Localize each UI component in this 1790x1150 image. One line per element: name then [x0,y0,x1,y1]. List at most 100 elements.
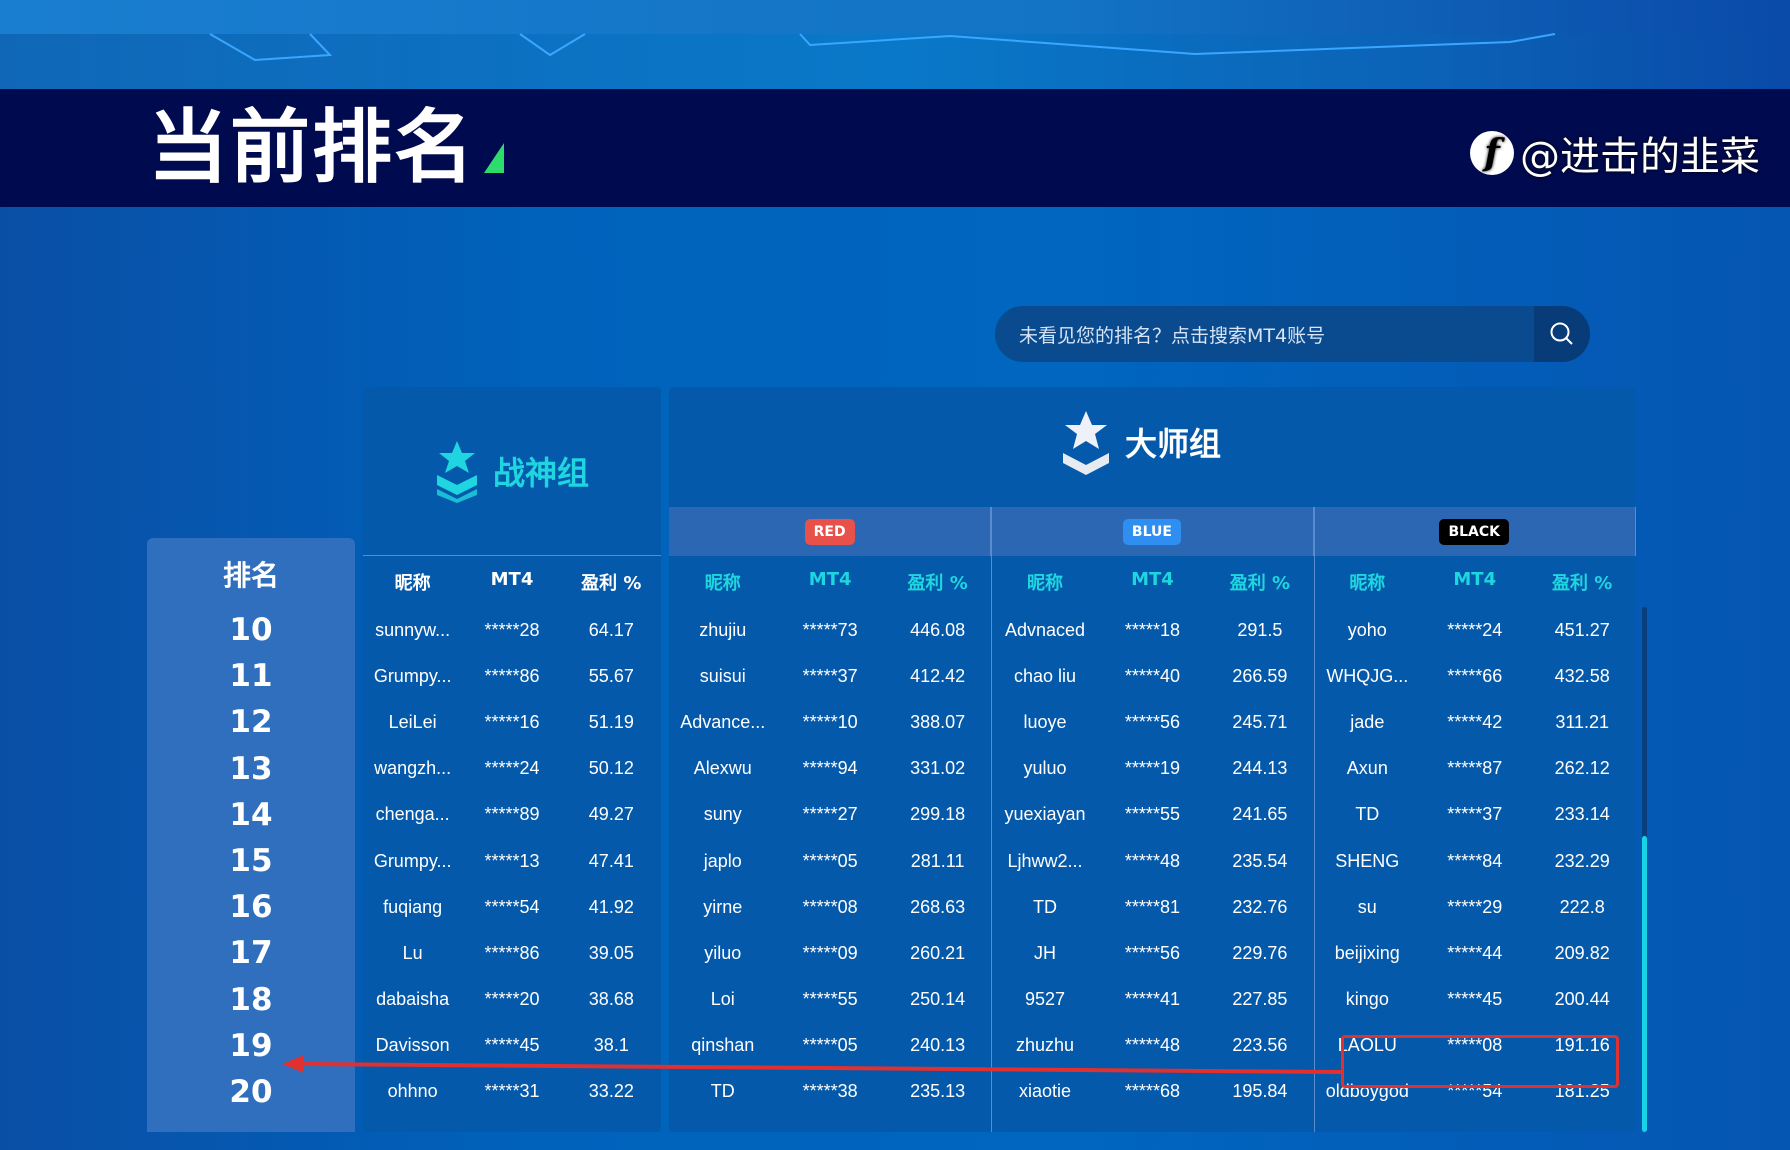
table-row[interactable]: TD *****38 235.13 [669,1069,991,1115]
profit-percent: 432.58 [1554,665,1610,686]
profit-percent: 227.85 [1232,989,1288,1010]
column-header-profit: 盈利 % [1552,573,1613,594]
nickname: suisui [699,665,746,686]
scrollbar[interactable] [1642,607,1647,1132]
profit-percent: 33.22 [588,1081,634,1102]
table-row[interactable]: TD *****37 233.14 [1314,792,1636,838]
profit-percent: 388.07 [910,711,966,732]
profit-percent: 244.13 [1232,758,1288,779]
profit-percent: 260.21 [910,942,966,963]
profit-percent: 232.76 [1232,896,1288,917]
watermark-logo-icon: f [1470,131,1514,175]
profit-percent: 412.42 [910,665,966,686]
table-row[interactable]: chao liu *****40 266.59 [991,653,1313,699]
table-row[interactable]: japlo *****05 281.11 [669,838,991,884]
table-row[interactable]: wangzh... *****24 50.12 [363,746,661,792]
table-row[interactable]: yiluo *****09 260.21 [669,930,991,976]
column-header-mt4: MT4 [1453,569,1497,590]
table-row[interactable]: beijixing *****44 209.82 [1314,930,1636,976]
profit-percent: 241.65 [1232,804,1288,825]
nickname: chao liu [1013,665,1077,686]
table-row[interactable]: Advance... *****10 388.07 [669,699,991,745]
profit-percent: 39.05 [588,942,634,963]
nickname: fuqiang [383,896,443,917]
profit-percent: 291.5 [1237,619,1283,640]
search-button[interactable] [1534,306,1590,362]
table-row[interactable]: zhuzhu *****48 223.56 [991,1023,1313,1069]
mt4-account: *****38 [802,1081,858,1102]
table-row[interactable]: qinshan *****05 240.13 [669,1023,991,1069]
profit-percent: 49.27 [588,804,634,825]
mt4-account: *****87 [1447,758,1503,779]
profit-percent: 55.67 [588,665,634,686]
rank-number: 15 [229,842,273,879]
table-row[interactable]: LAOLU *****08 191.16 [1314,1023,1636,1069]
table-row[interactable]: yuexiayan *****55 241.65 [991,792,1313,838]
table-row[interactable]: WHQJG... *****66 432.58 [1314,653,1636,699]
profit-percent: 191.16 [1554,1035,1610,1056]
team-header-black: BLACK [1313,507,1636,556]
rank-number: 19 [229,1027,273,1064]
table-row[interactable]: jade *****42 311.21 [1314,699,1636,745]
search-bar[interactable]: 未看见您的排名？点击搜索MT4账号 [995,306,1590,362]
table-row[interactable]: TD *****81 232.76 [991,884,1313,930]
table-row[interactable]: Loi *****55 250.14 [669,977,991,1023]
table-row[interactable]: xiaotie *****68 195.84 [991,1069,1313,1115]
nickname: yiluo [704,942,742,963]
profit-percent: 223.56 [1232,1035,1288,1056]
table-row[interactable]: Ljhww2... *****48 235.54 [991,838,1313,884]
nickname: JH [1034,942,1057,963]
table-row[interactable]: suny *****27 299.18 [669,792,991,838]
nickname: Ljhww2... [1007,850,1083,871]
profit-percent: 331.02 [910,758,966,779]
table-row[interactable]: sunnyw... *****28 64.17 [363,607,661,653]
nickname: LeiLei [388,711,437,732]
column-header-mt4: MT4 [808,569,852,590]
table-row[interactable]: Grumpy... *****13 47.41 [363,838,661,884]
table-row[interactable]: Davisson *****45 38.1 [363,1023,661,1069]
search-input[interactable]: 未看见您的排名？点击搜索MT4账号 [1019,324,1326,347]
column-header-mt4: MT4 [490,569,534,590]
table-row[interactable]: zhujiu *****73 446.08 [669,607,991,653]
nickname: Loi [710,989,735,1010]
table-row[interactable]: Grumpy... *****86 55.67 [363,653,661,699]
banner-lines [209,33,1556,62]
mt4-account: *****05 [802,850,858,871]
scrollbar-thumb[interactable] [1642,836,1647,1132]
zhanshen-group-panel: 战神组 昵称 MT4 盈利 % sunnyw... *****28 64.17 Grump… [363,387,661,1132]
profit-percent: 262.12 [1554,758,1610,779]
table-row[interactable]: yoho *****24 451.27 [1314,607,1636,653]
column-headers: 昵称 MT4 盈利 % [1314,569,1636,599]
table-row[interactable]: yuluo *****19 244.13 [991,746,1313,792]
mt4-account: *****20 [484,989,540,1010]
table-row[interactable]: Alexwu *****94 331.02 [669,746,991,792]
profit-percent: 311.21 [1555,711,1610,732]
table-row[interactable]: JH *****56 229.76 [991,930,1313,976]
column-header-nick: 昵称 [1349,573,1386,594]
table-row[interactable]: ohhno *****31 33.22 [363,1069,661,1115]
mt4-account: *****84 [1447,850,1503,871]
divider [1313,507,1315,1132]
table-row[interactable]: suisui *****37 412.42 [669,653,991,699]
table-row[interactable]: yirne *****08 268.63 [669,884,991,930]
table-row[interactable]: kingo *****45 200.44 [1314,977,1636,1023]
table-row[interactable]: Lu *****86 39.05 [363,930,661,976]
table-row[interactable]: SHENG *****84 232.29 [1314,838,1636,884]
nickname: yirne [703,896,743,917]
table-row[interactable]: 9527 *****41 227.85 [991,977,1313,1023]
profit-percent: 451.27 [1554,619,1610,640]
table-row[interactable]: luoye *****56 245.71 [991,699,1313,745]
table-row[interactable]: su *****29 222.8 [1314,884,1636,930]
nickname: kingo [1345,989,1389,1010]
mt4-account: *****28 [484,619,540,640]
table-row[interactable]: LeiLei *****16 51.19 [363,699,661,745]
table-row[interactable]: Axun *****87 262.12 [1314,746,1636,792]
table-row[interactable]: fuqiang *****54 41.92 [363,884,661,930]
profit-percent: 64.17 [588,619,634,640]
watermark: f @进击的韭菜 [1470,124,1760,182]
table-row[interactable]: Advnaced *****18 291.5 [991,607,1313,653]
nickname: Lu [402,942,423,963]
table-row[interactable]: chenga... *****89 49.27 [363,792,661,838]
table-row[interactable]: dabaisha *****20 38.68 [363,977,661,1023]
nickname: SHENG [1335,850,1400,871]
